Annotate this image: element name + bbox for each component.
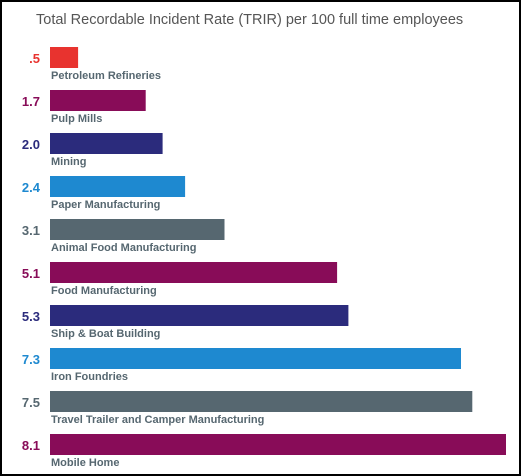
value-label: 7.5 <box>22 395 40 410</box>
category-label: Paper Manufacturing <box>51 199 160 211</box>
category-label: Iron Foundries <box>51 371 128 383</box>
category-label: Mobile Home <box>51 457 119 469</box>
category-label: Animal Food Manufacturing <box>51 242 196 254</box>
bar <box>50 262 338 283</box>
value-label: 3.1 <box>22 223 40 238</box>
bar <box>50 133 163 154</box>
bar <box>50 348 461 369</box>
value-label: 2.0 <box>22 137 40 152</box>
bar <box>50 47 79 68</box>
category-label: Mining <box>51 156 86 168</box>
bar <box>50 434 506 455</box>
value-label: 5.1 <box>22 266 40 281</box>
category-label: Petroleum Refineries <box>51 70 161 82</box>
value-label: 7.3 <box>22 352 40 367</box>
category-label: Food Manufacturing <box>51 285 157 297</box>
value-label: 1.7 <box>22 94 40 109</box>
category-label: Ship & Boat Building <box>51 328 160 340</box>
category-label: Travel Trailer and Camper Manufacturing <box>51 414 264 426</box>
value-label: 5.3 <box>22 309 40 324</box>
category-label: Pulp Mills <box>51 113 102 125</box>
value-label: 8.1 <box>22 438 40 453</box>
bar <box>50 90 146 111</box>
chart-title: Total Recordable Incident Rate (TRIR) pe… <box>36 12 464 28</box>
bar <box>50 305 349 326</box>
bar <box>50 176 186 197</box>
value-label: .5 <box>29 51 40 66</box>
bar <box>50 391 473 412</box>
value-label: 2.4 <box>22 180 41 195</box>
bar <box>50 219 225 240</box>
